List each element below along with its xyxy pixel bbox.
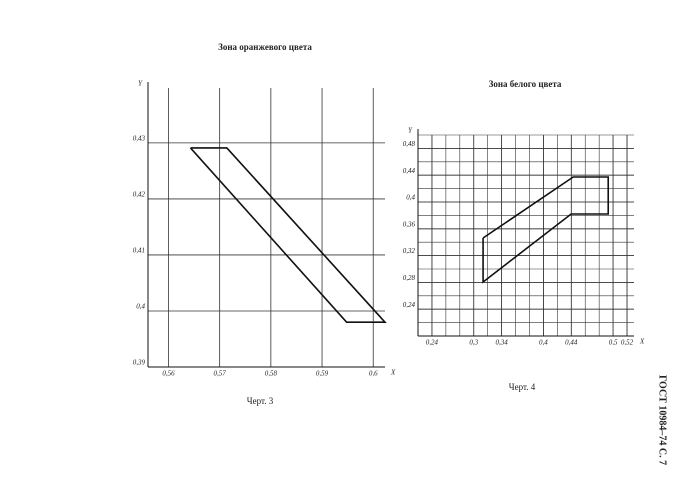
side-text: ГОСТ 10984–74 С. 7	[657, 375, 668, 465]
x-axis-label: X	[639, 338, 645, 346]
x-tick-label: 0,44	[565, 339, 578, 347]
y-tick-label: 0,44	[403, 167, 416, 175]
y-tick-label: 0,41	[133, 247, 145, 255]
y-tick-label: 0,28	[403, 274, 416, 282]
y-axis-label: Y	[138, 80, 143, 88]
y-tick-label: 0,4	[136, 303, 145, 311]
x-tick-label: 0,58	[265, 370, 278, 378]
x-tick-label: 0,4	[539, 339, 548, 347]
x-tick-label: 0,52	[621, 339, 634, 347]
x-tick-label: 0,3	[469, 339, 478, 347]
x-tick-label: 0,59	[316, 370, 329, 378]
y-tick-label: 0,4	[406, 194, 415, 202]
chart-title: Зона белого цвета	[489, 79, 562, 89]
y-tick-label: 0,36	[403, 220, 416, 228]
y-tick-label: 0,42	[133, 191, 146, 199]
x-tick-label: 0,34	[495, 339, 508, 347]
y-tick-label: 0,39	[133, 359, 146, 367]
caption: Черт. 3	[247, 396, 274, 406]
zone-outline	[189, 147, 387, 323]
x-tick-label: 0,57	[214, 370, 227, 378]
zone-outline	[482, 176, 610, 284]
x-tick-label: 0,5	[609, 339, 618, 347]
y-axis-label: Y	[408, 127, 413, 135]
chart-title: Зона оранжевого цвета	[218, 42, 312, 52]
x-tick-label: 0,6	[369, 370, 378, 378]
caption: Черт. 4	[509, 382, 536, 392]
x-tick-label: 0,24	[426, 339, 439, 347]
y-tick-label: 0,32	[403, 247, 416, 255]
x-axis-label: X	[390, 369, 396, 377]
x-tick-label: 0,56	[162, 370, 175, 378]
y-tick-label: 0,48	[403, 140, 416, 148]
y-tick-label: 0,24	[403, 301, 416, 309]
y-tick-label: 0,43	[133, 135, 146, 143]
